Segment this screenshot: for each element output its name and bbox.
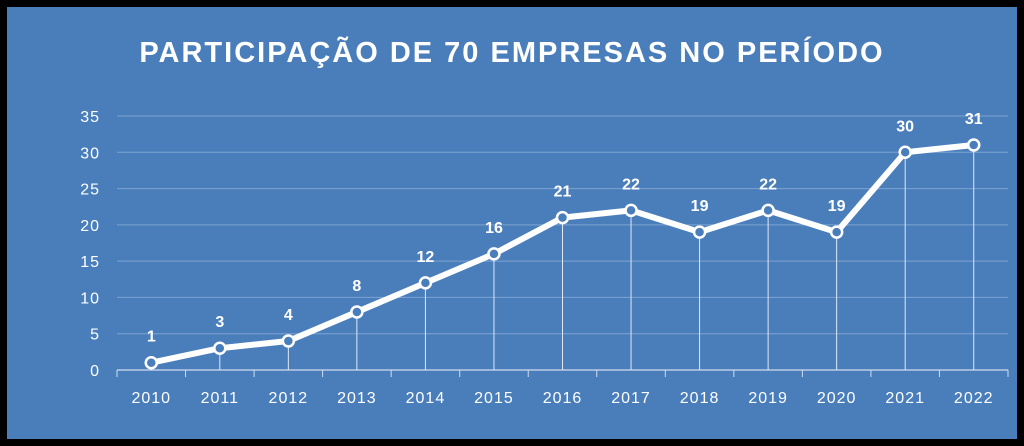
- data-point: [966, 138, 981, 152]
- data-point: [692, 225, 707, 239]
- x-tick-label: 2017: [611, 390, 651, 407]
- data-label: 16: [485, 220, 503, 237]
- data-label: 30: [896, 118, 914, 135]
- y-tick-label: 35: [80, 109, 100, 126]
- data-label: 19: [691, 198, 709, 215]
- x-tick-label: 2010: [131, 390, 171, 407]
- x-tick-label: 2014: [406, 390, 446, 407]
- x-tick-label: 2019: [748, 390, 788, 407]
- x-tick-label: 2022: [954, 390, 994, 407]
- y-tick-label: 25: [80, 182, 100, 199]
- x-tick-label: 2021: [885, 390, 925, 407]
- data-point: [624, 203, 638, 218]
- data-point: [281, 334, 296, 348]
- data-label: 22: [759, 176, 777, 193]
- x-tick-label: 2015: [474, 390, 514, 407]
- data-label: 31: [965, 111, 983, 128]
- data-point: [829, 225, 844, 239]
- y-tick-label: 30: [80, 145, 100, 162]
- data-label: 12: [417, 249, 435, 266]
- x-tick-label: 2011: [201, 390, 239, 407]
- data-label: 3: [215, 314, 224, 331]
- data-point: [487, 247, 501, 261]
- data-label: 21: [554, 184, 572, 201]
- data-label: 19: [828, 198, 846, 215]
- x-tick-label: 2012: [269, 390, 309, 407]
- chart-title: PARTICIPAÇÃO DE 70 EMPRESAS NO PERÍODO: [139, 37, 885, 69]
- y-tick-label: 15: [80, 254, 100, 271]
- data-point: [350, 305, 364, 319]
- y-tick-label: 20: [80, 218, 100, 235]
- chart-frame: PARTICIPAÇÃO DE 70 EMPRESAS NO PERÍODO 0…: [4, 4, 1020, 442]
- data-label: 8: [352, 278, 361, 295]
- y-tick-label: 5: [90, 327, 100, 344]
- data-label: 1: [147, 329, 156, 346]
- y-tick-label: 10: [80, 290, 100, 307]
- data-point: [418, 276, 433, 290]
- line-chart: 0 5 10 15 20 25 30 35 2010 2011 2012 2013 2014 2015 20…: [80, 109, 1009, 407]
- y-tick-label: 0: [90, 363, 100, 380]
- data-point: [555, 210, 570, 225]
- data-label: 4: [284, 307, 293, 324]
- data-label: 22: [622, 176, 640, 193]
- data-point: [144, 355, 159, 370]
- x-tick-label: 2020: [817, 390, 857, 407]
- data-point: [898, 145, 912, 160]
- x-tick-label: 2018: [680, 390, 720, 407]
- x-tick-label: 2016: [543, 390, 583, 407]
- data-point: [761, 203, 775, 218]
- x-tick-label: 2013: [337, 390, 377, 407]
- data-point: [213, 341, 227, 355]
